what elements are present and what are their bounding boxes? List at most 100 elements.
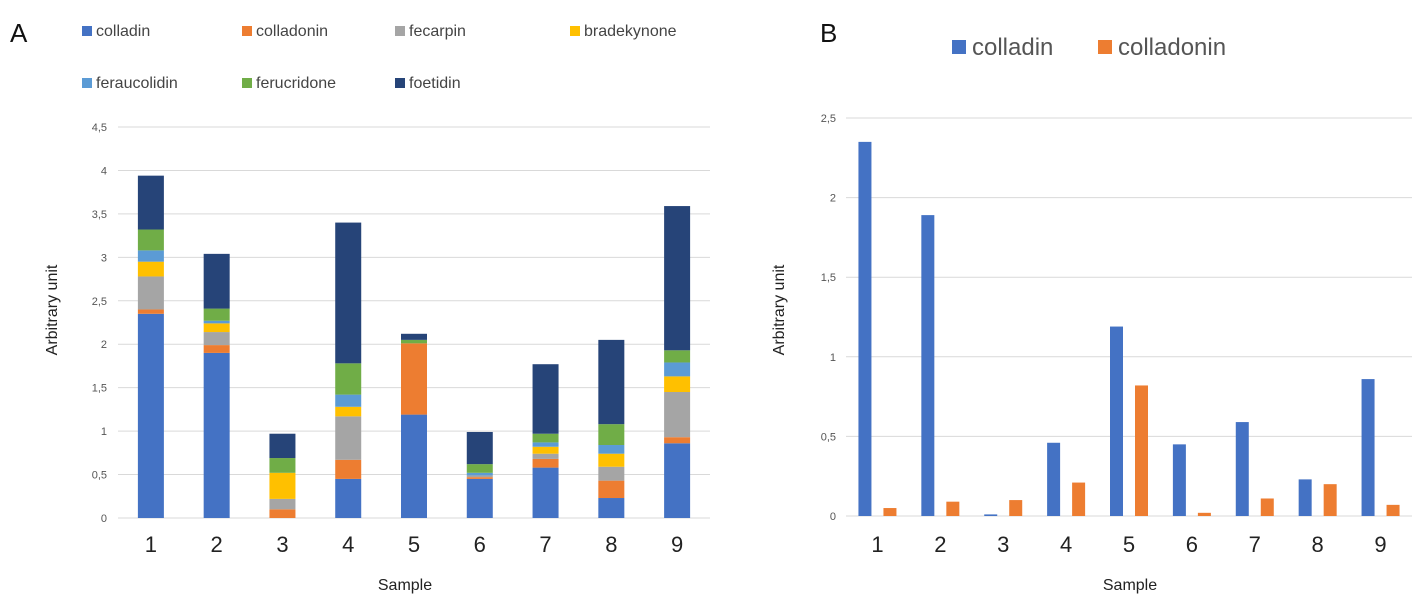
bar-colladin xyxy=(1235,422,1249,516)
x-tick-label-b: 6 xyxy=(1186,532,1198,557)
panel-label-b: B xyxy=(820,18,837,48)
bar-segment-fecarpin xyxy=(466,475,493,478)
bar-colladin xyxy=(1110,326,1123,516)
legend-swatch-b xyxy=(952,40,966,54)
x-tick-label-a: 7 xyxy=(539,532,551,557)
bar-segment-feraucolidin xyxy=(137,250,164,262)
bar-segment-bradekynone xyxy=(532,446,559,454)
x-tick-label-a: 4 xyxy=(342,532,354,557)
bar-segment-foetidin xyxy=(664,206,691,351)
x-tick-label-b: 8 xyxy=(1312,532,1324,557)
bar-segment-colladonin xyxy=(335,459,362,479)
y-tick-label-b: 2,5 xyxy=(821,113,836,125)
bar-segment-colladonin xyxy=(269,509,296,518)
x-tick-label-b: 5 xyxy=(1123,532,1135,557)
bar-segment-feraucolidin xyxy=(532,442,559,447)
bar-segment-colladonin xyxy=(401,343,427,415)
bar-colladonin xyxy=(1260,498,1274,516)
bar-colladonin xyxy=(946,501,960,516)
legend-label-a: bradekynone xyxy=(584,23,677,40)
y-tick-label-a: 0,5 xyxy=(92,470,107,482)
bar-segment-ferucridone xyxy=(335,363,362,395)
x-tick-label-a: 1 xyxy=(145,532,157,557)
bar-segment-feraucolidin xyxy=(203,320,230,324)
bar-segment-colladin xyxy=(137,313,164,518)
y-axis-title-b: Arbitrary unit xyxy=(771,264,788,355)
x-axis-title-a: Sample xyxy=(378,577,432,594)
bar-colladin xyxy=(858,141,872,516)
bar-segment-bradekynone xyxy=(598,453,625,467)
bar-colladonin xyxy=(1072,482,1086,516)
bar-segment-feraucolidin xyxy=(466,472,493,476)
y-axis-title-a: Arbitrary unit xyxy=(44,264,61,355)
bar-segment-colladonin xyxy=(532,458,559,468)
bar-segment-colladin xyxy=(466,478,493,518)
bar-colladonin xyxy=(1135,385,1148,516)
x-tick-label-b: 7 xyxy=(1249,532,1261,557)
y-tick-label-b: 1 xyxy=(830,352,836,364)
bar-colladin xyxy=(1047,442,1061,516)
bar-segment-foetidin xyxy=(335,222,362,364)
x-tick-label-b: 9 xyxy=(1374,532,1386,557)
legend-swatch-a xyxy=(82,26,92,36)
bar-segment-colladonin xyxy=(598,480,625,499)
bar-colladin xyxy=(984,514,998,516)
bar-segment-colladin xyxy=(203,352,230,518)
legend-swatch-a xyxy=(570,26,580,36)
x-tick-label-a: 9 xyxy=(671,532,683,557)
bar-segment-ferucridone xyxy=(137,229,164,251)
bar-segment-colladin xyxy=(664,443,691,518)
x-tick-label-b: 4 xyxy=(1060,532,1072,557)
y-tick-label-a: 4 xyxy=(101,165,107,177)
bar-segment-fecarpin xyxy=(335,416,362,460)
legend-swatch-a xyxy=(82,78,92,88)
y-tick-label-b: 1,5 xyxy=(821,272,836,284)
legend-swatch-a xyxy=(242,78,252,88)
bar-segment-foetidin xyxy=(466,431,493,465)
bar-segment-colladonin xyxy=(466,477,493,479)
x-tick-label-a: 3 xyxy=(276,532,288,557)
bar-colladonin xyxy=(1323,484,1337,516)
bar-segment-bradekynone xyxy=(664,376,691,393)
bar-segment-feraucolidin xyxy=(335,394,362,407)
legend-label-b: colladin xyxy=(972,34,1053,61)
bar-segment-feraucolidin xyxy=(598,445,625,454)
bar-segment-colladin xyxy=(532,467,559,518)
x-tick-label-b: 2 xyxy=(934,532,946,557)
legend-label-a: feraucolidin xyxy=(96,75,178,92)
panel-label-a: A xyxy=(10,18,28,48)
bar-segment-bradekynone xyxy=(335,406,362,417)
bar-segment-foetidin xyxy=(269,433,296,459)
bar-segment-colladonin xyxy=(137,309,164,314)
x-tick-label-a: 2 xyxy=(211,532,223,557)
y-tick-label-a: 4,5 xyxy=(92,122,107,134)
bar-segment-colladin xyxy=(401,414,427,518)
bar-colladonin xyxy=(883,508,897,516)
bar-colladin xyxy=(1298,479,1312,516)
y-tick-label-a: 3,5 xyxy=(92,209,107,221)
y-tick-label-b: 0 xyxy=(830,511,836,523)
bar-segment-fecarpin xyxy=(532,453,559,459)
y-tick-label-b: 0,5 xyxy=(821,431,836,443)
bar-segment-fecarpin xyxy=(203,332,230,346)
bar-segment-colladin xyxy=(335,478,362,518)
bar-segment-bradekynone xyxy=(203,323,230,333)
legend-label-b: colladonin xyxy=(1118,34,1226,61)
bar-segment-colladonin xyxy=(203,345,230,353)
legend-label-a: fecarpin xyxy=(409,23,466,40)
legend-label-a: foetidin xyxy=(409,75,461,92)
bar-segment-bradekynone xyxy=(137,261,164,277)
bar-colladin xyxy=(1361,379,1375,516)
x-tick-label-b: 3 xyxy=(997,532,1009,557)
bar-segment-fecarpin xyxy=(269,498,296,510)
y-tick-label-a: 1 xyxy=(101,426,107,438)
legend-swatch-b xyxy=(1098,40,1112,54)
bar-segment-ferucridone xyxy=(532,433,559,443)
x-axis-title-b: Sample xyxy=(1103,577,1157,594)
bar-segment-foetidin xyxy=(401,333,427,340)
bar-segment-ferucridone xyxy=(269,458,296,473)
bar-colladonin xyxy=(1197,512,1211,516)
x-tick-label-a: 5 xyxy=(408,532,420,557)
bar-colladonin xyxy=(1386,504,1400,516)
